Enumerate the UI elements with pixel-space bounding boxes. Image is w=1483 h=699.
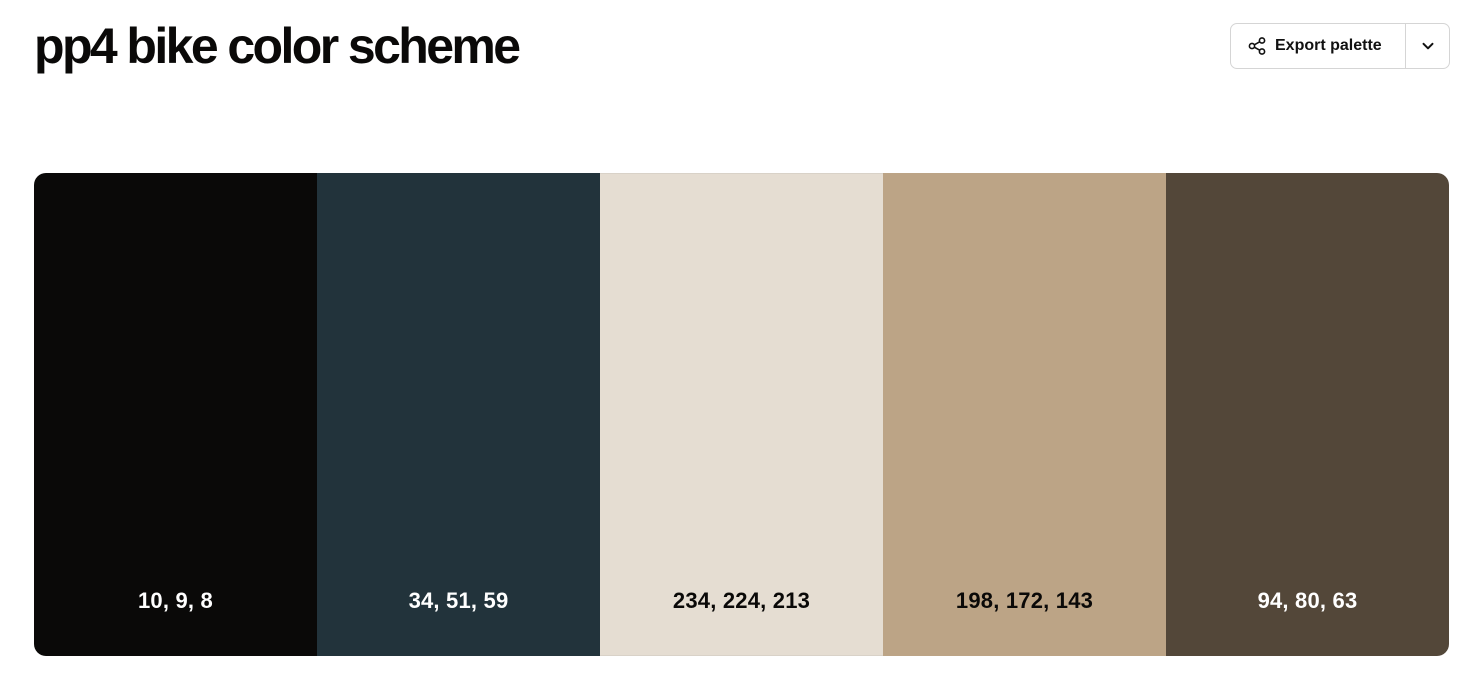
color-swatch-2[interactable]: 34, 51, 59 [317,173,600,656]
export-palette-button[interactable]: Export palette [1231,24,1406,68]
export-palette-label: Export palette [1275,37,1382,54]
swatch-rgb-label-3: 234, 224, 213 [672,588,811,613]
color-swatch-4[interactable]: 198, 172, 143 [883,173,1166,656]
color-swatch-3[interactable]: 234, 224, 213 [600,173,883,656]
export-options-dropdown-button[interactable] [1406,24,1449,68]
color-swatch-5[interactable]: 94, 80, 63 [1166,173,1449,656]
share-icon [1247,36,1267,56]
swatch-rgb-label-2: 34, 51, 59 [408,588,509,613]
swatch-rgb-label-4: 198, 172, 143 [955,588,1094,613]
swatch-rgb-label-5: 94, 80, 63 [1257,588,1358,613]
page-title: pp4 bike color scheme [34,18,521,74]
export-button-group: Export palette [1230,23,1450,69]
color-swatch-1[interactable]: 10, 9, 8 [34,173,317,656]
swatch-rgb-label-1: 10, 9, 8 [138,588,213,613]
color-palette: 10, 9, 8 34, 51, 59 234, 224, 213 198, 1… [34,173,1449,656]
chevron-down-icon [1421,39,1435,53]
